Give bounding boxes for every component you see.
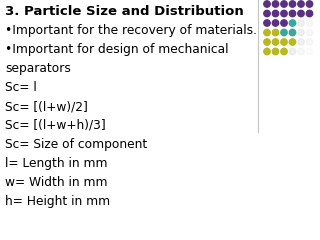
Text: l= Length in mm: l= Length in mm [5, 157, 108, 170]
Circle shape [306, 1, 313, 7]
Circle shape [272, 29, 279, 36]
Circle shape [264, 10, 270, 17]
Circle shape [289, 1, 296, 7]
Circle shape [289, 20, 296, 26]
Text: h= Height in mm: h= Height in mm [5, 195, 110, 208]
Circle shape [289, 10, 296, 17]
Circle shape [272, 20, 279, 26]
Circle shape [306, 10, 313, 17]
Circle shape [264, 1, 270, 7]
Circle shape [264, 48, 270, 55]
Circle shape [264, 29, 270, 36]
Text: Sc= Size of component: Sc= Size of component [5, 138, 147, 151]
Text: w= Width in mm: w= Width in mm [5, 176, 108, 189]
Circle shape [289, 29, 296, 36]
Circle shape [298, 48, 304, 55]
Circle shape [281, 10, 287, 17]
Circle shape [306, 39, 313, 45]
Circle shape [298, 1, 304, 7]
Circle shape [306, 29, 313, 36]
Circle shape [281, 1, 287, 7]
Circle shape [306, 48, 313, 55]
Circle shape [289, 39, 296, 45]
Circle shape [289, 48, 296, 55]
Circle shape [272, 10, 279, 17]
Text: 3. Particle Size and Distribution: 3. Particle Size and Distribution [5, 5, 244, 18]
Text: Sc= [(l+w)/2]: Sc= [(l+w)/2] [5, 100, 88, 113]
Circle shape [272, 1, 279, 7]
Circle shape [264, 39, 270, 45]
Text: •Important for the recovery of materials.: •Important for the recovery of materials… [5, 24, 257, 37]
Text: Sc= l: Sc= l [5, 81, 37, 94]
Circle shape [281, 39, 287, 45]
Circle shape [298, 20, 304, 26]
Circle shape [298, 29, 304, 36]
Circle shape [264, 20, 270, 26]
Text: separators: separators [5, 62, 71, 75]
Circle shape [298, 39, 304, 45]
Circle shape [272, 39, 279, 45]
Circle shape [281, 29, 287, 36]
Circle shape [281, 48, 287, 55]
Text: Sc= [(l+w+h)/3]: Sc= [(l+w+h)/3] [5, 119, 106, 132]
Circle shape [298, 10, 304, 17]
Circle shape [281, 20, 287, 26]
Text: •Important for design of mechanical: •Important for design of mechanical [5, 43, 228, 56]
Circle shape [272, 48, 279, 55]
Circle shape [306, 20, 313, 26]
